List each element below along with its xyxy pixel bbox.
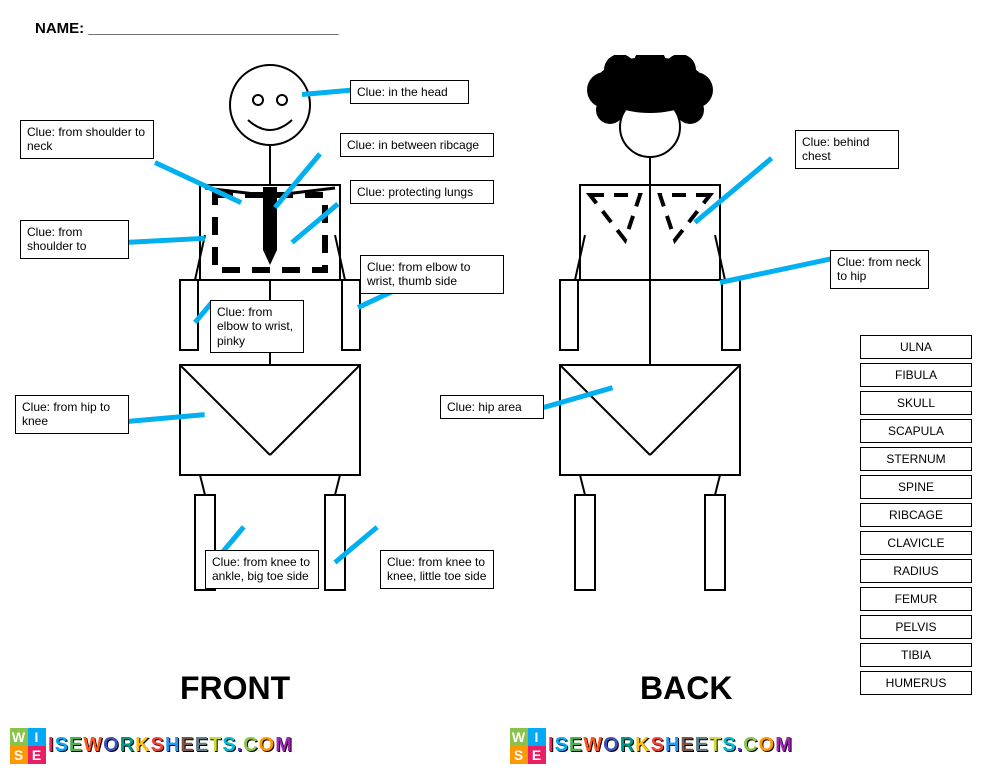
word-ribcage[interactable]: RIBCAGE [860,503,972,527]
word-ulna[interactable]: ULNA [860,335,972,359]
word-pelvis[interactable]: PELVIS [860,615,972,639]
clue-head: Clue: in the head [350,80,469,104]
back-figure [530,55,810,655]
clue-shoulder-neck: Clue: from shoulder to neck [20,120,154,159]
clue-hip-area: Clue: hip area [440,395,544,419]
clue-elbow-pinky: Clue: from elbow to wrist, pinky [210,300,304,353]
clue-hip-knee: Clue: from hip to knee [15,395,129,434]
word-skull[interactable]: SKULL [860,391,972,415]
word-humerus[interactable]: HUMERUS [860,671,972,695]
clue-shoulder-to: Clue: from shoulder to [20,220,129,259]
clue-behind-chest: Clue: behind chest [795,130,899,169]
watermark: WISEISEWORKSHEETS.COM [510,728,793,764]
clue-knee-little: Clue: from knee to knee, little toe side [380,550,494,589]
watermark: WISEISEWORKSHEETS.COM [10,728,293,764]
clue-ribcage: Clue: in between ribcage [340,133,494,157]
word-femur[interactable]: FEMUR [860,587,972,611]
word-tibia[interactable]: TIBIA [860,643,972,667]
clue-knee-bigtoe: Clue: from knee to ankle, big toe side [205,550,319,589]
word-radius[interactable]: RADIUS [860,559,972,583]
clue-lungs: Clue: protecting lungs [350,180,494,204]
front-label: FRONT [180,670,290,707]
clue-neck-hip: Clue: from neck to hip [830,250,929,289]
word-clavicle[interactable]: CLAVICLE [860,531,972,555]
word-scapula[interactable]: SCAPULA [860,419,972,443]
name-label: NAME: ______________________________ [35,20,339,37]
back-label: BACK [640,670,732,707]
word-fibula[interactable]: FIBULA [860,363,972,387]
clue-elbow-thumb: Clue: from elbow to wrist, thumb side [360,255,504,294]
word-spine[interactable]: SPINE [860,475,972,499]
word-sternum[interactable]: STERNUM [860,447,972,471]
